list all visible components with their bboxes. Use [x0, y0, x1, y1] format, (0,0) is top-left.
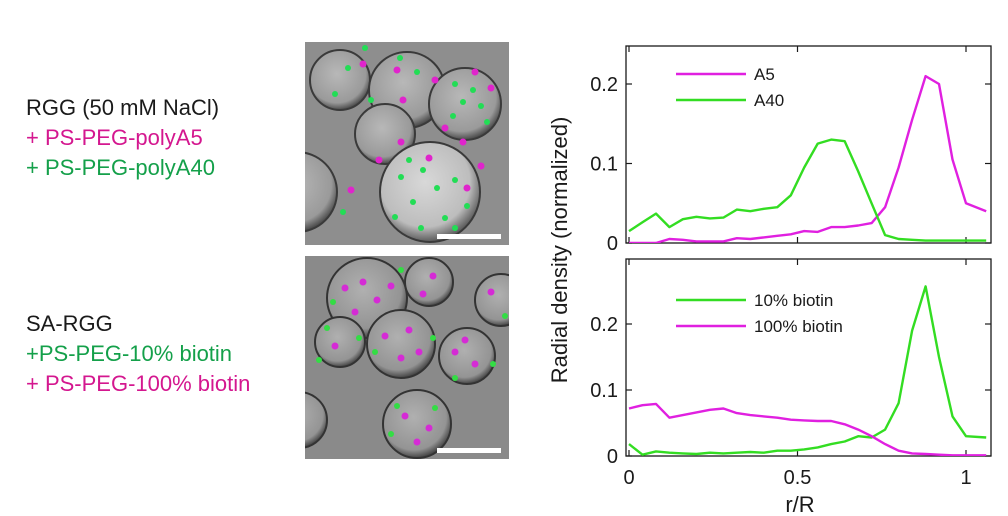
bottom-label-line-3: + PS-PEG-100% biotin [26, 371, 251, 396]
y-tick-label: 0 [607, 233, 618, 255]
x-tick-label: 0 [623, 467, 634, 489]
y-tick-label: 0.2 [590, 314, 618, 336]
bottom-label-line-1: SA-RGG [26, 311, 113, 336]
plot-frame [625, 258, 992, 457]
series-line-2 [628, 138, 987, 242]
top-label-line-1: RGG (50 mM NaCl) [26, 95, 220, 120]
legend-label: 10% biotin [754, 291, 833, 310]
series-line-2 [628, 402, 987, 456]
x-tick-label: 0.5 [784, 467, 812, 489]
y-tick-label: 0.1 [590, 154, 618, 176]
x-axis-label: r/R [785, 492, 814, 516]
bottom-condition-labels: SA-RGG +PS-PEG-10% biotin + PS-PEG-100% … [26, 309, 250, 399]
legend-label: A5 [754, 65, 775, 84]
y-tick-label: 0.1 [590, 380, 618, 402]
top-label-line-3: + PS-PEG-polyA40 [26, 155, 215, 180]
legend-label: 100% biotin [754, 317, 843, 336]
microscopy-image-top [305, 42, 509, 245]
legend-label: A40 [754, 91, 784, 110]
chart-bottom: 0 0.1 0.2 0 0.5 1 10% biotin 100% biotin [590, 258, 992, 489]
chart-top: 0 0.1 0.2 A5 A40 [590, 45, 992, 255]
y-tick-label: 0 [607, 446, 618, 468]
top-label-line-2: + PS-PEG-polyA5 [26, 125, 203, 150]
series-line-1 [628, 285, 987, 456]
y-axis-label: Radial density (normalized) [547, 117, 572, 384]
series-line-1 [629, 74, 987, 243]
plot-frame [625, 45, 992, 244]
top-condition-labels: RGG (50 mM NaCl) + PS-PEG-polyA5 + PS-PE… [26, 93, 219, 183]
x-tick-label: 1 [960, 467, 971, 489]
y-tick-label: 0.2 [590, 74, 618, 96]
microscopy-image-bottom [305, 256, 509, 459]
bottom-label-line-2: +PS-PEG-10% biotin [26, 341, 233, 366]
